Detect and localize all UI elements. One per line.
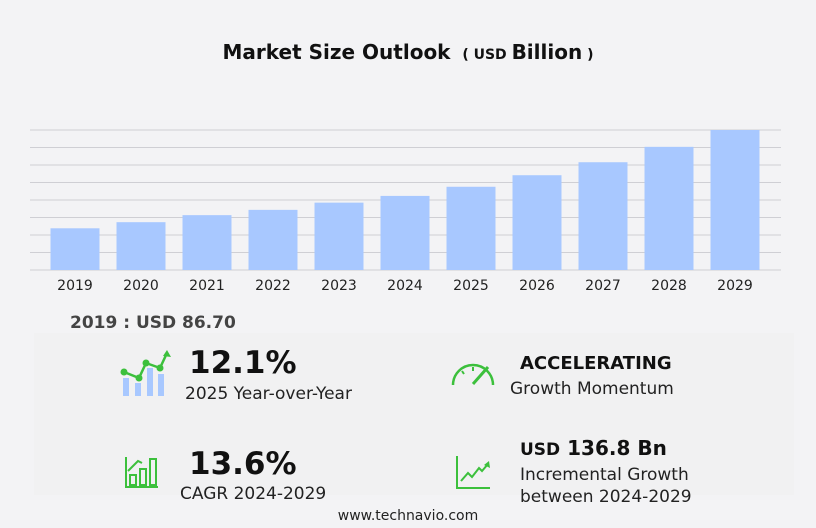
- x-tick-label: 2028: [651, 278, 687, 294]
- bar-2022: [248, 209, 298, 270]
- unit-prefix: USD: [473, 47, 507, 63]
- bar-2021: [182, 215, 232, 270]
- incremental-label-1: Incremental Growth: [520, 465, 689, 485]
- momentum-value: ACCELERATING: [520, 353, 672, 374]
- yoy-value: 12.1%: [189, 345, 297, 381]
- cagr-chart-icon: [125, 457, 158, 488]
- bar-2019: [50, 228, 100, 270]
- bar-2024: [380, 195, 430, 270]
- cagr-label: CAGR 2024-2029: [180, 484, 327, 504]
- unit-text: Billion: [511, 40, 583, 64]
- growth-chart-icon: [120, 350, 171, 396]
- unit-label: ( USD Billion ): [457, 40, 594, 64]
- bar-2025: [446, 186, 496, 270]
- bar-2026: [512, 175, 562, 270]
- x-tick-label: 2025: [453, 278, 489, 294]
- incremental-value: USD 136.8 Bn: [520, 436, 667, 460]
- x-tick-label: 2024: [387, 278, 423, 294]
- speedometer-icon: [451, 363, 495, 386]
- bar-2029: [710, 130, 760, 270]
- title-text: Market Size Outlook: [222, 40, 451, 64]
- incremental-amount: 136.8 Bn: [567, 436, 667, 460]
- bar-2023: [314, 202, 364, 270]
- incremental-prefix: USD: [520, 440, 561, 460]
- x-tick-label: 2029: [717, 278, 753, 294]
- incremental-growth-icon: [456, 456, 490, 489]
- cagr-value: 13.6%: [189, 446, 297, 482]
- stats-panel: [34, 333, 794, 495]
- x-tick-label: 2023: [321, 278, 357, 294]
- bar-2027: [578, 162, 628, 270]
- yoy-label: 2025 Year-over-Year: [185, 384, 352, 404]
- x-tick-label: 2020: [123, 278, 159, 294]
- x-tick-label: 2019: [57, 278, 93, 294]
- bar-2028: [644, 146, 694, 270]
- chart-title: Market Size Outlook ( USD Billion ): [0, 40, 816, 64]
- base-year-value: 2019 : USD 86.70: [70, 313, 236, 333]
- x-tick-label: 2027: [585, 278, 621, 294]
- incremental-label-2: between 2024-2029: [520, 487, 692, 507]
- bar-chart: 2019 2020 2021 2022 2023 2024 2025 2026 2027 2028…: [30, 129, 781, 294]
- bar-2020: [116, 222, 166, 270]
- footer-url[interactable]: www.technavio.com: [337, 508, 479, 524]
- x-tick-label: 2022: [255, 278, 291, 294]
- x-tick-label: 2026: [519, 278, 555, 294]
- x-tick-label: 2021: [189, 278, 225, 294]
- momentum-label: Growth Momentum: [510, 379, 674, 399]
